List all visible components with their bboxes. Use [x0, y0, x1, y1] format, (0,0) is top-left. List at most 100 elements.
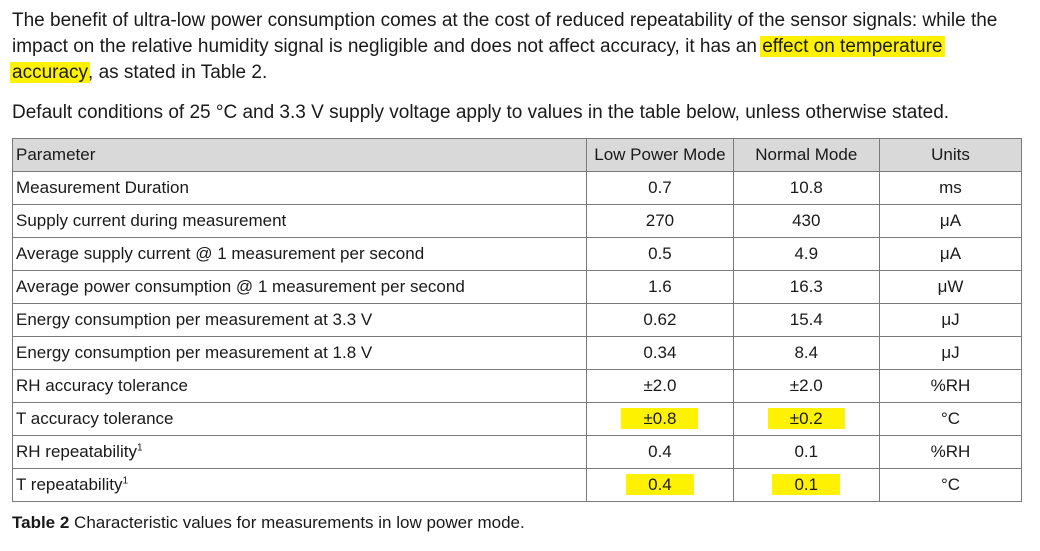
header-low-power-mode: Low Power Mode [586, 138, 734, 172]
value-normal: ±0.2 [767, 408, 845, 429]
cell-units: %RH [878, 435, 1023, 469]
table-row: Energy consumption per measurement at 1.… [11, 336, 1023, 370]
cell-normal: 16.3 [732, 270, 880, 304]
value-normal: 430 [792, 211, 821, 230]
cell-parameter: RH repeatability1 [11, 435, 588, 469]
value-normal: ±2.0 [789, 376, 823, 395]
intro-line-3-text: , as stated in Table 2. [88, 62, 268, 83]
table-row: Average power consumption @ 1 measuremen… [11, 270, 1023, 304]
cell-units: μA [878, 204, 1023, 238]
caption-label: Table 2 [12, 513, 70, 532]
cell-normal: 430 [732, 204, 880, 238]
param-label: Energy consumption per measurement at 3.… [16, 310, 373, 329]
cell-normal: 0.1 [732, 435, 880, 469]
value-normal: 10.8 [789, 178, 823, 197]
highlight-effect-on-temperature: effect on temperature [760, 36, 945, 57]
cell-low-power: 0.62 [586, 303, 734, 337]
cell-units: μJ [878, 303, 1023, 337]
cell-units: μW [878, 270, 1023, 304]
param-label: T accuracy tolerance [16, 409, 174, 428]
param-label: RH repeatability [16, 442, 137, 461]
table-row: Average supply current @ 1 measurement p… [11, 237, 1023, 271]
cell-low-power: 1.6 [586, 270, 734, 304]
cell-units: ms [878, 171, 1023, 205]
footnote-mark: 1 [122, 475, 129, 487]
intro-line-3: accuracy, as stated in Table 2. [10, 60, 1018, 86]
value-low-power: 0.4 [648, 442, 672, 461]
value-low-power: ±0.8 [621, 408, 699, 429]
cell-low-power: 270 [586, 204, 734, 238]
cell-parameter: RH accuracy tolerance [11, 369, 588, 403]
cell-low-power: 0.5 [586, 237, 734, 271]
cell-normal: ±0.2 [732, 402, 880, 436]
value-low-power: 0.4 [626, 474, 694, 495]
table-row: T repeatability1 0.4 0.1 °C [11, 468, 1023, 502]
cell-low-power: ±2.0 [586, 369, 734, 403]
value-normal: 0.1 [794, 442, 819, 461]
cell-parameter: Average supply current @ 1 measurement p… [11, 237, 588, 271]
param-label: RH accuracy tolerance [16, 376, 188, 395]
value-low-power: 0.62 [643, 310, 677, 329]
value-low-power: 0.34 [643, 343, 677, 362]
cell-parameter: Energy consumption per measurement at 3.… [11, 303, 588, 337]
intro-paragraph: The benefit of ultra-low power consumpti… [10, 8, 1018, 86]
value-low-power: 0.7 [648, 178, 672, 197]
param-label: Average power consumption @ 1 measuremen… [16, 277, 465, 296]
cell-parameter: T repeatability1 [11, 468, 588, 502]
value-normal: 16.3 [789, 277, 823, 296]
value-normal: 15.4 [789, 310, 823, 329]
header-normal-mode: Normal Mode [732, 138, 880, 172]
table-row: T accuracy tolerance ±0.8 ±0.2 °C [11, 402, 1023, 436]
param-label: Supply current during measurement [16, 211, 287, 230]
cell-units: μA [878, 237, 1023, 271]
table-row: RH accuracy tolerance ±2.0 ±2.0 %RH [11, 369, 1023, 403]
cell-units: %RH [878, 369, 1023, 403]
value-low-power: ±2.0 [643, 376, 677, 395]
value-normal: 8.4 [794, 343, 819, 362]
param-label: Energy consumption per measurement at 1.… [16, 343, 373, 362]
cell-low-power: 0.4 [586, 468, 734, 502]
value-normal: 0.1 [772, 474, 841, 495]
cell-parameter: T accuracy tolerance [11, 402, 588, 436]
value-normal: 4.9 [794, 244, 819, 263]
cell-units: °C [878, 468, 1023, 502]
cell-parameter: Measurement Duration [11, 171, 588, 205]
footnote-mark: 1 [136, 442, 143, 454]
table-row: Measurement Duration 0.7 10.8 ms [11, 171, 1023, 205]
cell-normal: 10.8 [732, 171, 880, 205]
cell-low-power: 0.4 [586, 435, 734, 469]
table-row: Energy consumption per measurement at 3.… [11, 303, 1023, 337]
cell-normal: 15.4 [732, 303, 880, 337]
highlight-accuracy: accuracy [10, 62, 91, 83]
cell-normal: ±2.0 [732, 369, 880, 403]
value-low-power: 0.5 [648, 244, 672, 263]
table-row: RH repeatability1 0.4 0.1 %RH [11, 435, 1023, 469]
characteristics-table: Parameter Low Power Mode Normal Mode Uni… [11, 138, 1023, 502]
header-units: Units [878, 138, 1023, 172]
intro-line-2-text: impact on the relative humidity signal i… [12, 36, 757, 57]
param-label: Measurement Duration [16, 178, 189, 197]
cell-low-power: 0.7 [586, 171, 734, 205]
param-label: T repeatability [16, 475, 123, 494]
cell-parameter: Energy consumption per measurement at 1.… [11, 336, 588, 370]
table-caption: Table 2 Characteristic values for measur… [12, 512, 525, 534]
intro-line-1: The benefit of ultra-low power consumpti… [12, 10, 998, 31]
cell-normal: 0.1 [732, 468, 880, 502]
param-label: Average supply current @ 1 measurement p… [16, 244, 425, 263]
cell-normal: 8.4 [732, 336, 880, 370]
cell-normal: 4.9 [732, 237, 880, 271]
caption-text: Characteristic values for measurements i… [69, 513, 525, 532]
cell-parameter: Supply current during measurement [11, 204, 588, 238]
cell-units: °C [878, 402, 1023, 436]
cell-low-power: ±0.8 [586, 402, 734, 436]
header-parameter: Parameter [11, 138, 588, 172]
value-low-power: 1.6 [648, 277, 672, 296]
cell-units: μJ [878, 336, 1023, 370]
table-header-row: Parameter Low Power Mode Normal Mode Uni… [11, 138, 1023, 172]
intro-line-2: impact on the relative humidity signal i… [12, 34, 1018, 60]
default-conditions-text: Default conditions of 25 °C and 3.3 V su… [12, 102, 950, 123]
value-low-power: 270 [645, 211, 675, 230]
cell-parameter: Average power consumption @ 1 measuremen… [11, 270, 588, 304]
table-row: Supply current during measurement 270 430 μ… [11, 204, 1023, 238]
cell-low-power: 0.34 [586, 336, 734, 370]
